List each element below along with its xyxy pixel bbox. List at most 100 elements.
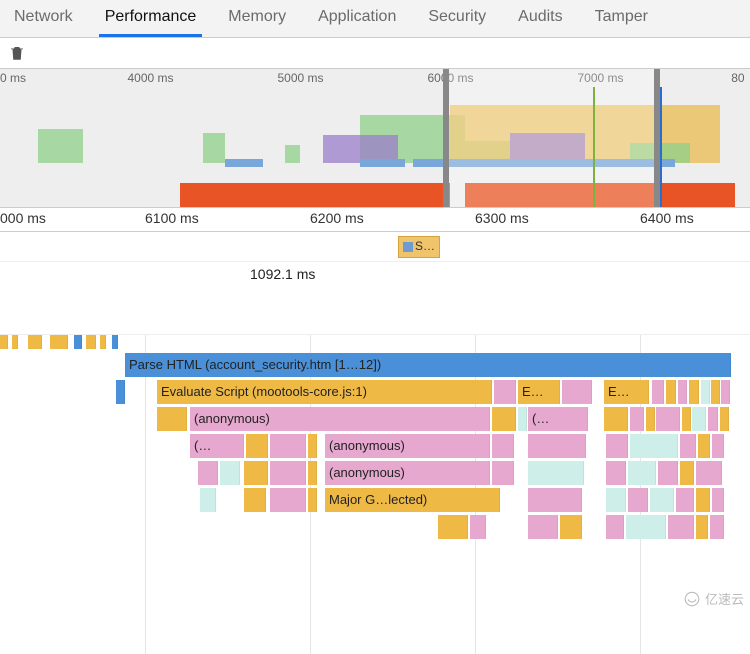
flame-bar[interactable]: [630, 407, 644, 431]
flame-bar[interactable]: [666, 380, 676, 404]
tab-security[interactable]: Security: [422, 0, 492, 37]
flame-bar[interactable]: [628, 461, 656, 485]
flame-bar[interactable]: (…: [190, 434, 244, 458]
chip-label: S…: [415, 239, 435, 253]
flame-bar[interactable]: [626, 515, 666, 539]
flame-bar[interactable]: [518, 407, 527, 431]
flame-bar[interactable]: (…: [528, 407, 588, 431]
flame-bar[interactable]: Major G…lected): [325, 488, 500, 512]
flame-bar[interactable]: [692, 407, 706, 431]
flame-bar[interactable]: [711, 380, 720, 404]
flame-bar[interactable]: [628, 488, 648, 512]
flame-bar[interactable]: [701, 380, 710, 404]
flame-bar[interactable]: [438, 515, 468, 539]
flame-bar[interactable]: E…: [604, 380, 649, 404]
flame-bar[interactable]: [696, 515, 708, 539]
flame-bar[interactable]: [710, 515, 724, 539]
overview-tick: 4000 ms: [128, 71, 174, 85]
spacer: [0, 290, 750, 334]
flame-bar[interactable]: [606, 461, 626, 485]
flame-bar[interactable]: [116, 380, 125, 404]
flame-bar[interactable]: [220, 461, 240, 485]
flame-chart[interactable]: Parse HTML (account_security.htm [1…12])…: [0, 334, 750, 654]
flame-bar[interactable]: [528, 461, 584, 485]
detail-tick: 6400 ms: [640, 210, 694, 226]
flame-bar[interactable]: [270, 434, 306, 458]
flame-bar[interactable]: [680, 461, 694, 485]
flame-bar[interactable]: (anonymous): [325, 461, 490, 485]
overview-selection-window[interactable]: [443, 69, 661, 207]
flame-bar[interactable]: [652, 380, 664, 404]
flame-bar[interactable]: [246, 434, 268, 458]
flame-bar[interactable]: [157, 407, 187, 431]
flame-bar[interactable]: [308, 488, 317, 512]
flame-bar[interactable]: [646, 407, 655, 431]
overview-timeline[interactable]: 0 ms4000 ms5000 ms6000 ms7000 ms80: [0, 68, 750, 208]
flame-bar[interactable]: [656, 407, 680, 431]
timing-chip[interactable]: S…: [398, 236, 440, 258]
flame-bar[interactable]: [308, 434, 317, 458]
flame-bar[interactable]: [528, 515, 558, 539]
flame-bar[interactable]: [244, 461, 268, 485]
detail-tick: 6300 ms: [475, 210, 529, 226]
tab-audits[interactable]: Audits: [512, 0, 568, 37]
flame-bar[interactable]: [606, 515, 624, 539]
flame-bar[interactable]: [689, 380, 699, 404]
flame-bar[interactable]: [604, 407, 628, 431]
detail-ruler: 000 ms6100 ms6200 ms6300 ms6400 ms: [0, 208, 750, 232]
flame-bar[interactable]: [528, 434, 586, 458]
overview-tick: 0 ms: [0, 71, 26, 85]
flame-bar[interactable]: E…: [518, 380, 560, 404]
flame-bar[interactable]: [682, 407, 691, 431]
trash-icon[interactable]: [8, 44, 26, 62]
flame-bar[interactable]: [492, 461, 514, 485]
tab-application[interactable]: Application: [312, 0, 402, 37]
overview-marker-green: [593, 87, 595, 207]
flame-bar[interactable]: [560, 515, 582, 539]
flame-bar[interactable]: [198, 461, 218, 485]
flame-bar[interactable]: [630, 434, 678, 458]
flame-bar[interactable]: Evaluate Script (mootools-core.js:1): [157, 380, 492, 404]
overview-tick: 5000 ms: [278, 71, 324, 85]
flame-bar[interactable]: [668, 515, 694, 539]
flame-bar[interactable]: [492, 434, 514, 458]
flame-bar[interactable]: [678, 380, 687, 404]
flame-bar[interactable]: [696, 461, 722, 485]
flame-bar[interactable]: [680, 434, 696, 458]
flame-bar[interactable]: [721, 380, 730, 404]
flame-bar[interactable]: [698, 434, 710, 458]
flame-bar[interactable]: [606, 488, 626, 512]
tab-performance[interactable]: Performance: [99, 0, 203, 37]
flame-bar[interactable]: [492, 407, 516, 431]
flame-bar[interactable]: [712, 488, 724, 512]
flame-bar[interactable]: [650, 488, 674, 512]
tab-memory[interactable]: Memory: [222, 0, 292, 37]
flame-bar[interactable]: [696, 488, 710, 512]
flame-bar[interactable]: [200, 488, 216, 512]
flame-bar[interactable]: [720, 407, 729, 431]
flame-bar[interactable]: [244, 488, 266, 512]
detail-tick: 6200 ms: [310, 210, 364, 226]
flame-bar[interactable]: [712, 434, 724, 458]
timing-label: 1092.1 ms: [250, 266, 315, 282]
flame-bar[interactable]: [528, 488, 582, 512]
marker-row: S…: [0, 232, 750, 262]
flame-bar[interactable]: [270, 488, 306, 512]
flame-bar[interactable]: [494, 380, 516, 404]
flame-bar[interactable]: [270, 461, 306, 485]
flame-bar[interactable]: [676, 488, 694, 512]
tab-network[interactable]: Network: [8, 0, 79, 37]
flame-bar[interactable]: [606, 434, 628, 458]
performance-toolbar: [0, 38, 750, 68]
flame-bar[interactable]: [308, 461, 317, 485]
flame-bar[interactable]: (anonymous): [325, 434, 490, 458]
flame-bar[interactable]: [470, 515, 486, 539]
detail-tick: 6100 ms: [145, 210, 199, 226]
flame-bar[interactable]: [562, 380, 592, 404]
flame-bar[interactable]: [658, 461, 678, 485]
overview-tick: 80: [731, 71, 744, 85]
flame-bar[interactable]: (anonymous): [190, 407, 490, 431]
flame-bar[interactable]: [708, 407, 718, 431]
tab-tamper[interactable]: Tamper: [589, 0, 654, 37]
flame-bar[interactable]: Parse HTML (account_security.htm [1…12]): [125, 353, 731, 377]
